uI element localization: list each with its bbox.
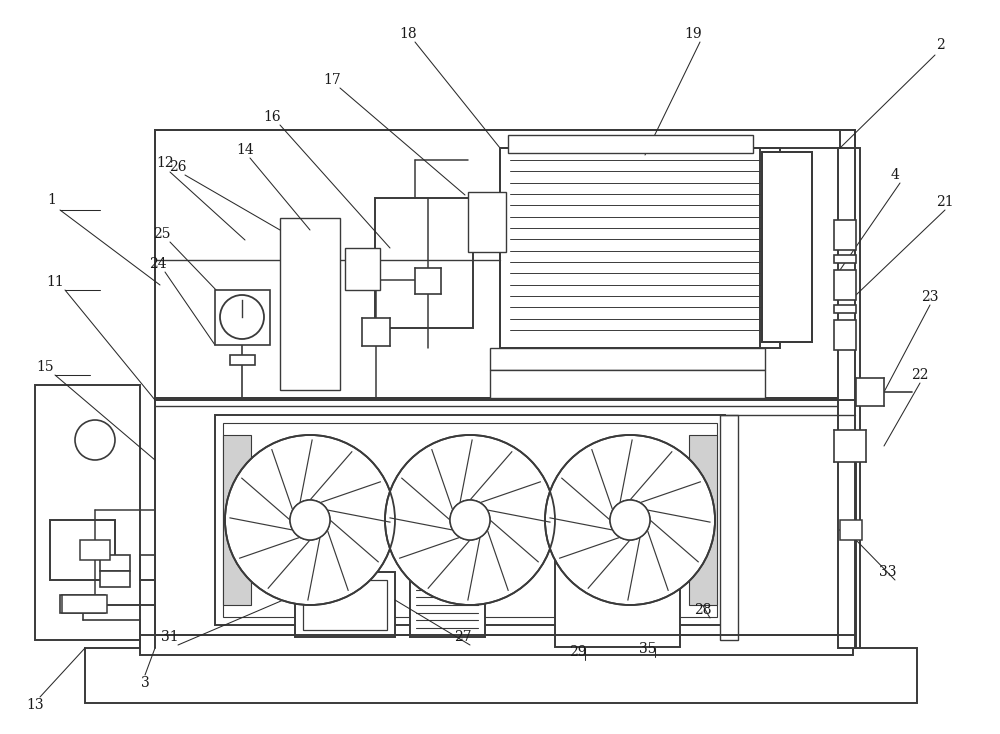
Bar <box>35 385 140 640</box>
Text: 24: 24 <box>149 257 167 271</box>
Text: 13: 13 <box>26 698 44 712</box>
Text: 25: 25 <box>153 227 171 241</box>
Bar <box>215 290 270 345</box>
Bar <box>508 135 753 153</box>
Text: 19: 19 <box>684 27 702 41</box>
Bar <box>834 270 856 300</box>
Bar <box>834 430 866 462</box>
Text: 26: 26 <box>169 160 187 174</box>
Bar <box>155 130 855 400</box>
Bar <box>155 398 855 643</box>
Bar <box>280 218 340 390</box>
Circle shape <box>220 295 264 339</box>
Bar <box>762 152 812 342</box>
Text: 3: 3 <box>141 676 149 690</box>
Bar <box>295 572 395 637</box>
Circle shape <box>610 500 650 540</box>
Bar <box>834 220 856 250</box>
Bar <box>140 635 853 655</box>
Circle shape <box>610 500 650 540</box>
Bar <box>720 415 738 640</box>
Bar <box>838 148 860 648</box>
Text: 29: 29 <box>569 645 587 659</box>
Circle shape <box>225 435 395 605</box>
Bar <box>415 268 441 294</box>
Text: 33: 33 <box>879 565 897 579</box>
Bar <box>375 198 473 328</box>
Circle shape <box>290 500 330 540</box>
Bar <box>500 148 760 348</box>
Text: 2: 2 <box>936 38 944 52</box>
Text: 23: 23 <box>921 290 939 304</box>
Bar <box>223 435 251 605</box>
Circle shape <box>450 500 490 540</box>
Text: 18: 18 <box>399 27 417 41</box>
Text: 22: 22 <box>911 368 929 382</box>
Bar <box>100 555 130 571</box>
Circle shape <box>450 500 490 540</box>
Text: 4: 4 <box>891 168 899 182</box>
Bar <box>223 423 717 617</box>
Bar <box>85 648 917 703</box>
Text: 11: 11 <box>46 275 64 289</box>
Text: 1: 1 <box>48 193 56 207</box>
Bar <box>410 572 485 637</box>
Text: 27: 27 <box>454 630 472 644</box>
Bar <box>230 355 255 365</box>
Text: 28: 28 <box>694 603 712 617</box>
Bar <box>60 595 105 613</box>
Circle shape <box>75 420 115 460</box>
Bar <box>100 571 130 587</box>
Bar <box>62 595 107 613</box>
Bar <box>490 370 765 398</box>
Bar <box>155 130 855 400</box>
Circle shape <box>290 500 330 540</box>
Bar <box>762 152 812 342</box>
Bar <box>500 148 780 348</box>
Bar <box>834 255 856 263</box>
Text: 14: 14 <box>236 143 254 157</box>
Bar <box>834 305 856 313</box>
Bar <box>468 192 506 252</box>
Bar <box>856 378 884 406</box>
Text: 15: 15 <box>36 360 54 374</box>
Bar <box>345 248 380 290</box>
Bar <box>362 318 390 346</box>
Bar <box>689 435 717 605</box>
Bar <box>555 522 680 647</box>
Circle shape <box>385 435 555 605</box>
Bar <box>490 348 765 370</box>
Bar <box>50 520 115 580</box>
Bar <box>840 520 862 540</box>
Circle shape <box>545 435 715 605</box>
Text: 31: 31 <box>161 630 179 644</box>
Text: 12: 12 <box>156 156 174 170</box>
Text: 21: 21 <box>936 195 954 209</box>
Text: 35: 35 <box>639 642 657 656</box>
Text: 16: 16 <box>263 110 281 124</box>
Bar <box>215 415 725 625</box>
Bar <box>80 540 110 560</box>
Text: 17: 17 <box>323 73 341 87</box>
Bar <box>303 580 387 630</box>
Bar <box>834 320 856 350</box>
